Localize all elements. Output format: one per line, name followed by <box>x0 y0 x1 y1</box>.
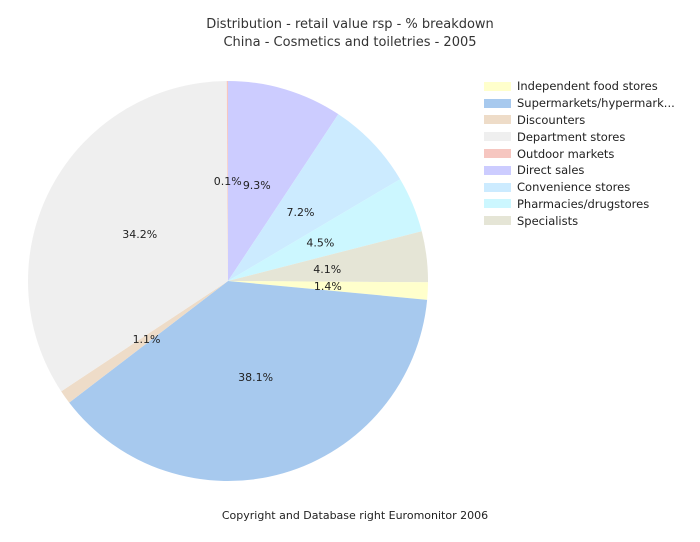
legend-swatch <box>484 165 511 175</box>
legend-label: Convenience stores <box>517 180 631 195</box>
legend-label: Discounters <box>517 112 586 127</box>
legend-label: Direct sales <box>517 163 585 178</box>
slice-data-label: 38.1% <box>238 371 273 384</box>
slice-data-label: 0.1% <box>214 175 242 188</box>
pie-slice <box>228 231 428 283</box>
pie-slice <box>28 81 229 392</box>
legend-item: Pharmacies/drugstores <box>484 196 675 213</box>
legend-label: Department stores <box>517 129 626 144</box>
pie-slice <box>61 281 229 403</box>
slice-data-label: 4.5% <box>306 237 334 250</box>
legend-item: Outdoor markets <box>484 145 675 162</box>
legend-label: Supermarkets/hypermark... <box>517 96 675 111</box>
legend: Independent food stores Supermarkets/hype… <box>484 78 675 229</box>
legend-item: Department stores <box>484 128 675 145</box>
chart-subtitle: China - Cosmetics and toiletries - 2005 <box>223 35 477 50</box>
legend-label: Pharmacies/drugstores <box>517 196 650 211</box>
slice-data-label: 7.2% <box>286 206 314 219</box>
legend-swatch <box>484 182 511 192</box>
legend-item: Convenience stores <box>484 179 675 196</box>
legend-item: Specialists <box>484 212 675 229</box>
slice-data-label: 34.2% <box>122 228 157 241</box>
slice-data-label: 1.4% <box>314 280 342 293</box>
legend-item: Independent food stores <box>484 78 675 95</box>
legend-swatch <box>484 132 511 142</box>
legend-label: Independent food stores <box>517 79 658 94</box>
legend-swatch <box>484 115 511 125</box>
legend-swatch <box>484 81 511 91</box>
copyright-footer: Copyright and Database right Euromonitor… <box>221 509 489 522</box>
legend-item: Discounters <box>484 112 675 129</box>
pie-slice <box>69 281 428 481</box>
pie-slice <box>226 81 228 281</box>
pie-slice <box>228 281 428 300</box>
legend-swatch <box>484 98 511 108</box>
pie-slice <box>228 179 422 281</box>
legend-label: Outdoor markets <box>517 146 615 161</box>
legend-item: Direct sales <box>484 162 675 179</box>
slice-data-label: 4.1% <box>313 263 341 276</box>
chart-title: Distribution - retail value rsp - % brea… <box>206 17 494 32</box>
legend-swatch <box>484 149 511 159</box>
legend-swatch <box>484 199 511 209</box>
pie-slice <box>228 114 401 281</box>
slice-data-label: 9.3% <box>243 179 271 192</box>
pie-slice <box>228 81 339 281</box>
legend-item: Supermarkets/hypermark... <box>484 95 675 112</box>
legend-swatch <box>484 216 511 226</box>
slice-data-label: 1.1% <box>133 333 161 346</box>
legend-label: Specialists <box>517 213 579 228</box>
